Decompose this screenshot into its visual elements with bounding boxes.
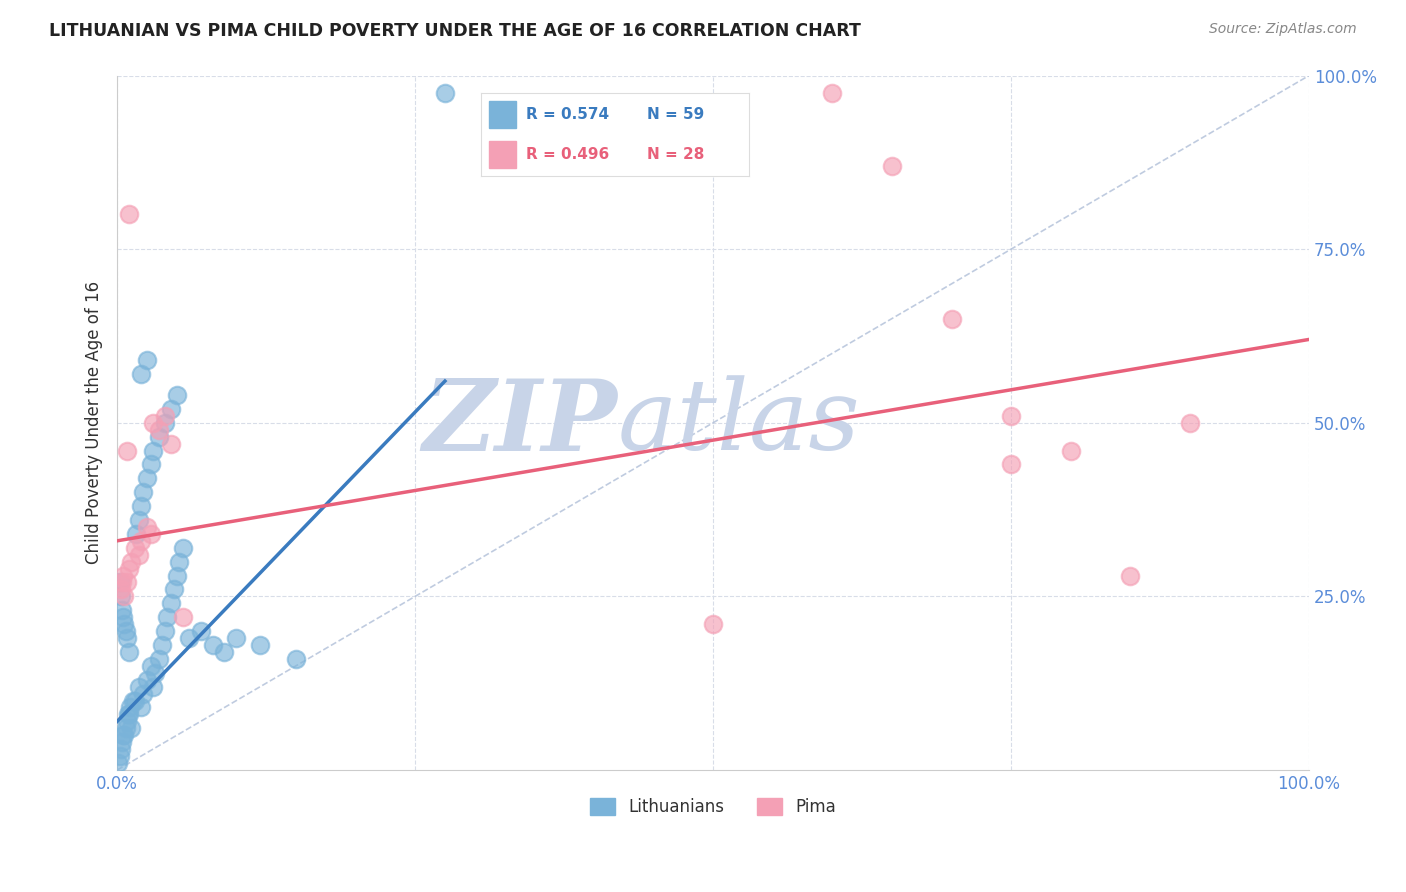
Point xyxy=(225,631,247,645)
Point xyxy=(139,458,162,472)
Point xyxy=(118,707,141,722)
Point xyxy=(1000,409,1022,423)
Point xyxy=(249,638,271,652)
Point xyxy=(880,159,903,173)
Point xyxy=(153,409,176,423)
Y-axis label: Child Poverty Under the Age of 16: Child Poverty Under the Age of 16 xyxy=(86,281,103,565)
Text: LITHUANIAN VS PIMA CHILD POVERTY UNDER THE AGE OF 16 CORRELATION CHART: LITHUANIAN VS PIMA CHILD POVERTY UNDER T… xyxy=(49,22,860,40)
Point xyxy=(129,367,152,381)
Point xyxy=(117,707,139,722)
Point xyxy=(110,742,132,756)
Point xyxy=(125,527,148,541)
Point xyxy=(121,555,143,569)
Point xyxy=(136,353,159,368)
Point xyxy=(159,596,181,610)
Point xyxy=(1000,458,1022,472)
Point xyxy=(285,652,308,666)
Point xyxy=(201,638,224,652)
Point xyxy=(112,728,135,742)
Point xyxy=(108,575,131,590)
Point xyxy=(129,700,152,714)
Point xyxy=(112,610,135,624)
Point xyxy=(190,624,212,639)
Point xyxy=(1119,568,1142,582)
Point xyxy=(1060,443,1083,458)
Point xyxy=(148,430,170,444)
Point xyxy=(148,423,170,437)
Point xyxy=(114,722,136,736)
Point xyxy=(110,582,132,597)
Point xyxy=(128,548,150,562)
Point xyxy=(142,680,165,694)
Point xyxy=(128,513,150,527)
Point xyxy=(124,541,146,555)
Point xyxy=(941,311,963,326)
Point xyxy=(129,499,152,513)
Text: Source: ZipAtlas.com: Source: ZipAtlas.com xyxy=(1209,22,1357,37)
Point xyxy=(139,527,162,541)
Point xyxy=(114,624,136,639)
Point xyxy=(152,638,174,652)
Point xyxy=(115,631,138,645)
Point xyxy=(110,590,132,604)
Point xyxy=(139,658,162,673)
Point xyxy=(142,416,165,430)
Point xyxy=(167,555,190,569)
Point xyxy=(112,590,135,604)
Point xyxy=(148,652,170,666)
Point xyxy=(108,749,131,764)
Point xyxy=(115,443,138,458)
Point xyxy=(136,673,159,687)
Text: atlas: atlas xyxy=(617,376,860,470)
Point xyxy=(172,541,194,555)
Text: ZIP: ZIP xyxy=(423,375,617,471)
Point xyxy=(112,617,135,632)
Point xyxy=(115,714,138,729)
Point xyxy=(214,645,236,659)
Point xyxy=(112,568,135,582)
Point xyxy=(153,624,176,639)
Point xyxy=(142,443,165,458)
Point xyxy=(132,485,155,500)
Point xyxy=(118,645,141,659)
Legend: Lithuanians, Pima: Lithuanians, Pima xyxy=(582,789,845,824)
Point xyxy=(132,687,155,701)
Point xyxy=(115,575,138,590)
Point xyxy=(118,207,141,221)
Point xyxy=(159,436,181,450)
Point xyxy=(129,533,152,548)
Point xyxy=(107,756,129,770)
Point xyxy=(1178,416,1201,430)
Point xyxy=(112,728,135,742)
Point xyxy=(433,86,456,100)
Point xyxy=(166,568,188,582)
Point xyxy=(172,610,194,624)
Point xyxy=(128,680,150,694)
Point xyxy=(120,700,142,714)
Point xyxy=(118,561,141,575)
Point xyxy=(163,582,186,597)
Point xyxy=(702,617,724,632)
Point xyxy=(136,471,159,485)
Point xyxy=(143,665,166,680)
Point xyxy=(111,575,134,590)
Point xyxy=(136,520,159,534)
Point xyxy=(111,603,134,617)
Point xyxy=(121,722,143,736)
Point xyxy=(166,388,188,402)
Point xyxy=(821,86,844,100)
Point xyxy=(177,631,200,645)
Point xyxy=(153,416,176,430)
Point xyxy=(156,610,179,624)
Point xyxy=(124,693,146,707)
Point xyxy=(121,693,143,707)
Point xyxy=(159,401,181,416)
Point xyxy=(111,735,134,749)
